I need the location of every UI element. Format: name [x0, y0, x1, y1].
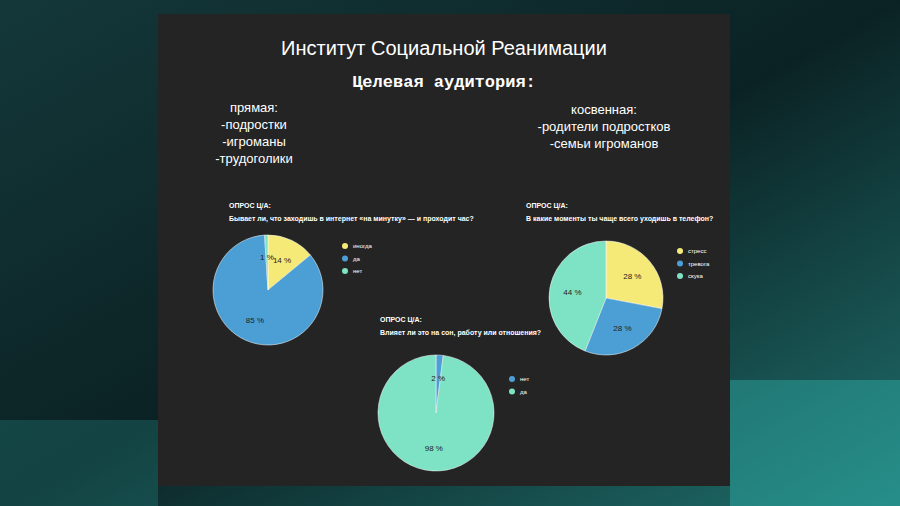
chart-title: ОПРОС Ц/А: — [229, 202, 271, 210]
data-label: 98 % — [425, 444, 443, 453]
chart-title: ОПРОС Ц/А: — [526, 202, 568, 210]
data-label: 44 % — [563, 288, 581, 297]
legend-label: да — [520, 389, 528, 395]
legend-swatch — [677, 248, 683, 254]
legend-swatch — [342, 268, 348, 274]
background-glow — [730, 380, 900, 506]
pie-slice — [213, 235, 323, 345]
audience-item: -родители подростков — [538, 119, 671, 134]
pie-slice — [265, 235, 268, 290]
title: Институт Социальной Реанимации — [281, 37, 607, 59]
chart-question: Бывает ли, что заходишь в интернет «на м… — [229, 215, 474, 223]
data-labels: 14 % 85 % 1 % — [246, 253, 291, 325]
legend-label: тревога — [688, 261, 710, 267]
legend-swatch — [342, 243, 348, 249]
data-label: 14 % — [273, 256, 291, 265]
slices — [213, 235, 323, 345]
slices — [549, 241, 663, 355]
legend-swatch — [677, 273, 683, 279]
background — [0, 0, 900, 506]
data-labels: 2 % 98 % — [425, 374, 445, 452]
legend-label: стресс — [688, 248, 706, 254]
legend-swatch — [342, 256, 348, 262]
pie-chart: ОПРОС Ц/А: В какие моменты ты чаще всего … — [526, 202, 713, 355]
legend: иногда да нет — [342, 243, 372, 274]
legend-swatch — [509, 376, 515, 382]
panel — [158, 14, 730, 486]
legend-swatch — [677, 261, 683, 267]
legend-label: иногда — [353, 243, 372, 249]
pie-chart: ОПРОС Ц/А: Бывает ли, что заходишь в инте… — [213, 202, 474, 345]
pie-slice — [549, 241, 606, 351]
legend-label: скука — [688, 273, 703, 279]
slices — [378, 355, 494, 471]
pie-slice — [378, 355, 494, 471]
audience-item: -семьи игроманов — [550, 136, 659, 151]
chart-question: В какие моменты ты чаще всего уходишь в … — [526, 215, 713, 223]
pie-chart: ОПРОС Ц/А: Влияет ли это на сон, работу и… — [378, 316, 541, 471]
data-label: 85 % — [246, 316, 264, 325]
data-label: 1 % — [260, 253, 274, 262]
slide: Институт Социальной Реанимации Целевая ау… — [0, 0, 900, 506]
data-labels: 28 % 28 % 44 % — [563, 272, 641, 333]
audience-item: -игроманы — [222, 134, 285, 149]
legend-label: нет — [520, 376, 529, 382]
data-label: 2 % — [431, 374, 445, 383]
audience-item: -подростки — [221, 117, 287, 132]
audience-title: прямая: — [230, 100, 278, 115]
pie-slice — [606, 241, 663, 309]
audience-item: -трудоголики — [215, 151, 292, 166]
legend: стресс тревога скука — [677, 248, 710, 279]
data-label: 28 % — [613, 324, 631, 333]
chart-question: Влияет ли это на сон, работу или отношен… — [380, 329, 541, 337]
legend: нет да — [509, 376, 529, 395]
audience-title: косвенная: — [571, 102, 637, 117]
background-glow — [0, 420, 158, 506]
legend-label: да — [353, 256, 361, 262]
chart-title: ОПРОС Ц/А: — [380, 316, 422, 324]
legend-label: нет — [353, 268, 362, 274]
data-label: 28 % — [623, 272, 641, 281]
legend-swatch — [509, 389, 515, 395]
subtitle: Целевая аудитория: — [352, 73, 536, 92]
